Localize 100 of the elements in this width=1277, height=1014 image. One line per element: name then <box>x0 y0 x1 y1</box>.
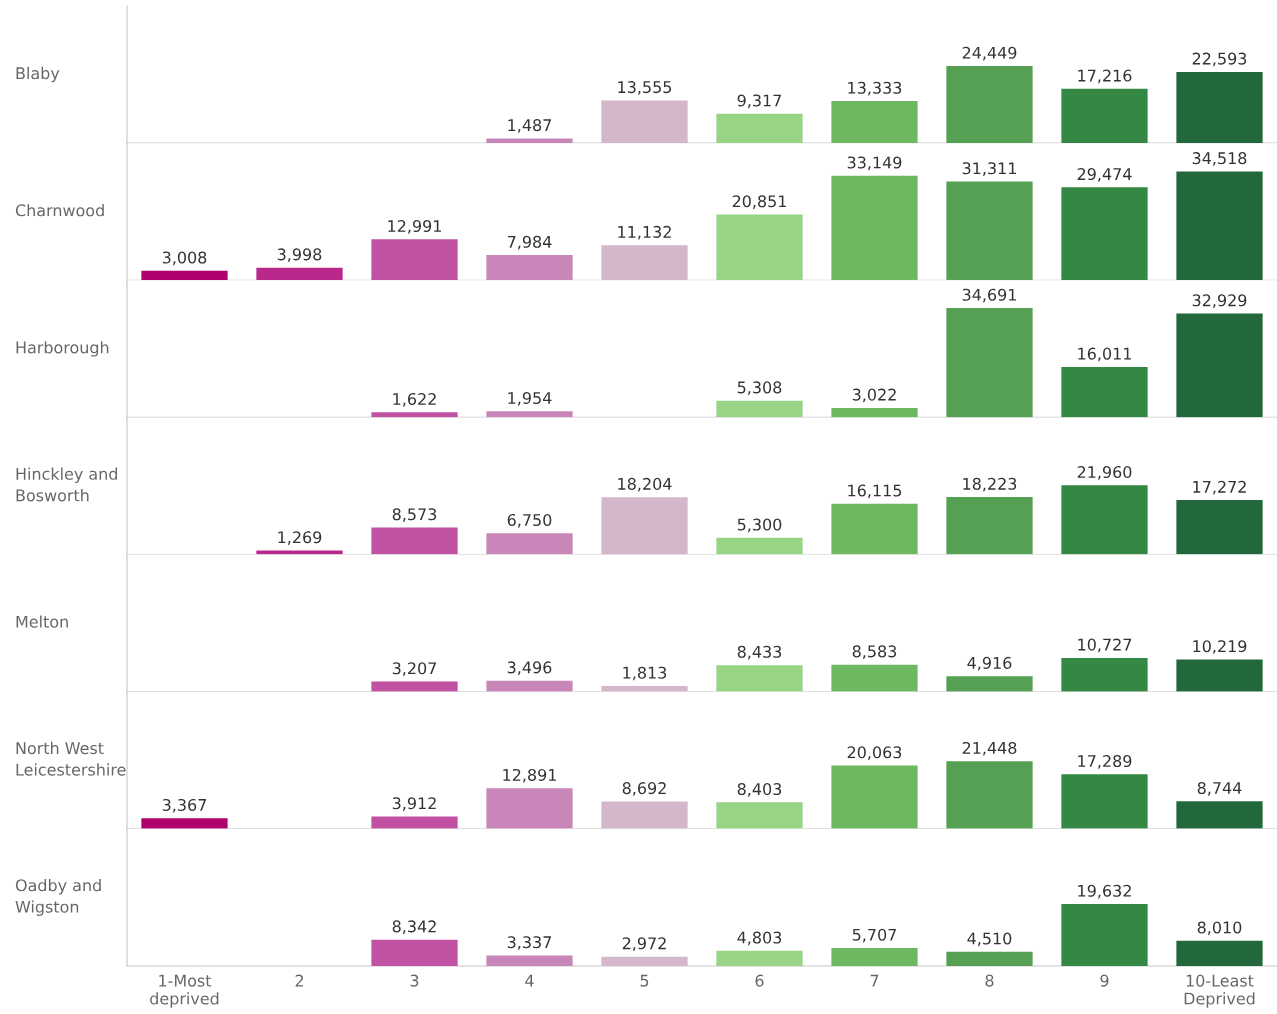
bar <box>831 664 918 692</box>
data-label: 13,333 <box>848 81 902 96</box>
bar <box>486 533 573 555</box>
data-label: 34,518 <box>1192 152 1247 166</box>
bar <box>946 308 1033 418</box>
bar <box>1061 366 1148 418</box>
bar <box>716 950 803 966</box>
data-label: 8,583 <box>852 645 897 660</box>
bar <box>486 788 573 829</box>
data-label: 5,707 <box>852 928 896 943</box>
y-axis-title: Blaby <box>16 66 60 83</box>
data-label: 33,149 <box>847 156 902 171</box>
bar <box>601 801 688 829</box>
x-tick-label: 9 <box>1100 974 1109 987</box>
data-label: 21,448 <box>962 741 1017 756</box>
data-label: 5,300 <box>737 518 782 533</box>
data-label: 11,132 <box>618 225 671 240</box>
bar <box>831 765 918 829</box>
bar <box>831 948 918 966</box>
y-axis-title: Charnwood <box>15 203 104 217</box>
data-label: 3,022 <box>852 388 896 403</box>
bar <box>371 816 458 829</box>
data-label: 1,954 <box>508 391 552 406</box>
bar <box>1176 659 1263 692</box>
y-axis-title: Oadby and Wigston <box>15 878 101 916</box>
y-axis-title: Hinckley and Bosworth <box>16 467 117 502</box>
x-tick-label: 6 <box>755 974 764 987</box>
data-label: 3,496 <box>507 661 552 676</box>
bar <box>716 665 803 692</box>
data-label: 3,912 <box>392 797 436 811</box>
data-label: 3,008 <box>162 251 207 266</box>
data-label: 8,433 <box>737 645 782 660</box>
data-label: 17,216 <box>1078 69 1132 84</box>
bar <box>601 497 688 555</box>
bar <box>1176 171 1263 281</box>
data-label: 20,063 <box>847 746 902 760</box>
x-tick-label: 4 <box>525 974 534 987</box>
data-label: 16,011 <box>1078 347 1131 362</box>
data-label: 34,691 <box>962 288 1016 303</box>
bar <box>1061 485 1148 555</box>
data-label: 9,317 <box>737 94 781 109</box>
data-label: 7,984 <box>507 235 552 250</box>
data-label: 8,010 <box>1197 921 1242 936</box>
bar <box>946 951 1033 966</box>
data-label: 18,204 <box>618 477 672 492</box>
bar <box>1061 774 1148 829</box>
x-tick-label: 10-Least Deprived <box>1184 974 1255 1008</box>
data-label: 13,555 <box>618 81 672 95</box>
data-label: 1,813 <box>623 666 667 681</box>
x-tick-label: 7 <box>870 974 879 987</box>
bar <box>1061 88 1148 144</box>
bar <box>1176 313 1263 418</box>
y-axis-title: Melton <box>16 615 68 628</box>
bar <box>1061 187 1148 281</box>
bar <box>1176 801 1263 829</box>
data-label: 10,727 <box>1078 638 1132 653</box>
bar <box>716 802 803 829</box>
data-label: 24,449 <box>962 46 1017 61</box>
bar <box>141 270 228 281</box>
x-tick-label: 1-Most deprived <box>150 974 219 1008</box>
bar <box>1176 500 1263 555</box>
data-label: 1,622 <box>393 392 436 407</box>
data-label: 1,487 <box>508 119 551 133</box>
data-label: 3,998 <box>277 248 322 263</box>
bar <box>371 939 458 966</box>
bar <box>601 245 688 281</box>
data-label: 12,991 <box>388 219 441 234</box>
data-label: 18,223 <box>963 477 1017 492</box>
data-label: 3,367 <box>162 798 206 813</box>
bar <box>1176 71 1263 144</box>
x-tick-label: 3 <box>410 974 419 987</box>
bar <box>486 138 573 144</box>
bar <box>1061 657 1148 692</box>
bar <box>141 818 228 829</box>
bar <box>371 527 458 555</box>
bar <box>831 407 918 418</box>
x-tick-label: 5 <box>640 974 649 987</box>
data-label: 21,960 <box>1077 466 1132 480</box>
data-label: 12,891 <box>503 768 556 783</box>
data-label: 3,337 <box>507 936 551 950</box>
data-label: 5,308 <box>737 381 782 396</box>
data-label: 4,510 <box>967 932 1012 947</box>
bar <box>1176 940 1263 966</box>
data-label: 8,342 <box>392 920 436 935</box>
data-label: 10,219 <box>1193 640 1247 654</box>
y-axis-title: Harborough <box>16 341 109 357</box>
bar <box>486 680 573 692</box>
data-label: 4,803 <box>737 931 782 946</box>
data-label: 2,972 <box>622 937 666 951</box>
data-label: 8,403 <box>737 783 782 797</box>
bar <box>946 66 1033 144</box>
data-label: 29,474 <box>1077 168 1132 182</box>
bar <box>946 181 1033 281</box>
bar <box>831 503 918 555</box>
bar <box>486 955 573 966</box>
bar <box>716 113 803 144</box>
bar <box>256 267 343 281</box>
data-label: 17,272 <box>1193 480 1246 495</box>
data-label: 8,573 <box>392 508 437 522</box>
data-label: 6,750 <box>507 513 552 528</box>
